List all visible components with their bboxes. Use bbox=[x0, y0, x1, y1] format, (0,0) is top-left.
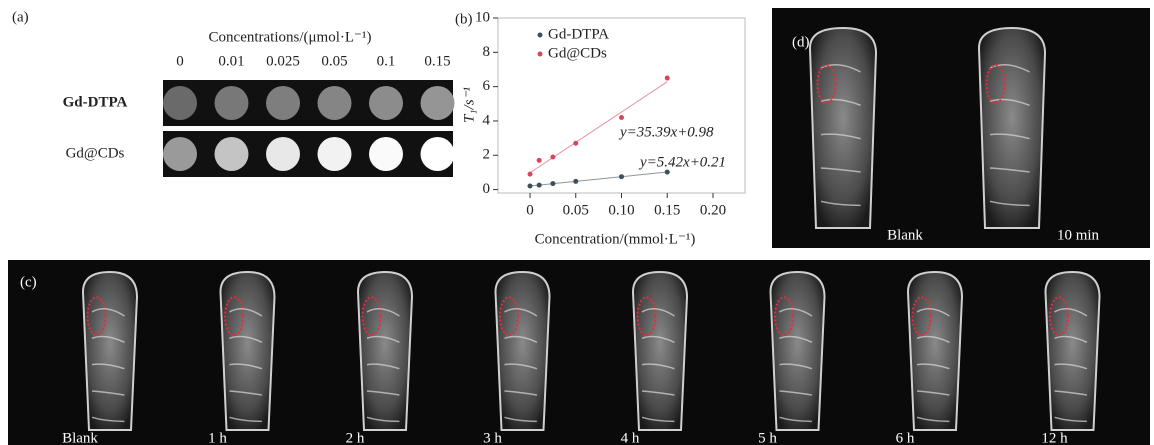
legend-marker bbox=[538, 33, 543, 38]
image-strip bbox=[163, 80, 453, 126]
body-outline bbox=[810, 28, 876, 228]
caption: 4 h bbox=[621, 430, 640, 445]
sample-spot bbox=[266, 86, 300, 120]
body-outline bbox=[221, 272, 275, 430]
mri-slice bbox=[358, 272, 412, 430]
sample-spot bbox=[215, 86, 249, 120]
row-label: Gd-DTPA bbox=[63, 94, 128, 110]
mri-slice bbox=[83, 272, 137, 430]
body-outline bbox=[1046, 272, 1100, 430]
caption: 3 h bbox=[483, 430, 502, 445]
mri-slice bbox=[496, 272, 550, 430]
caption: 10 min bbox=[1057, 227, 1100, 243]
data-point bbox=[665, 170, 670, 175]
y-tick-label: 2 bbox=[483, 147, 491, 163]
conc-label: 0.1 bbox=[377, 53, 396, 69]
x-tick-label: 0 bbox=[526, 202, 534, 218]
legend-marker bbox=[538, 52, 543, 57]
body-outline bbox=[496, 272, 550, 430]
mri-slice bbox=[979, 28, 1045, 228]
data-point bbox=[665, 76, 670, 81]
conc-label: 0.15 bbox=[424, 53, 450, 69]
caption: 1 h bbox=[208, 430, 227, 445]
x-tick-label: 0.05 bbox=[563, 202, 589, 218]
fit-equation: y=5.42x+0.21 bbox=[638, 154, 726, 170]
sample-spot bbox=[318, 137, 352, 171]
caption: 6 h bbox=[896, 430, 915, 445]
legend-label: Gd@CDs bbox=[548, 45, 607, 61]
body-outline bbox=[358, 272, 412, 430]
x-tick-label: 0.15 bbox=[654, 202, 680, 218]
legend-label: Gd-DTPA bbox=[548, 26, 609, 42]
body-outline bbox=[979, 28, 1045, 228]
body-outline bbox=[633, 272, 687, 430]
data-point bbox=[550, 154, 555, 159]
conc-label: 0.05 bbox=[321, 53, 347, 69]
sample-spot bbox=[163, 137, 197, 171]
fit-equation: y=35.39x+0.98 bbox=[618, 124, 714, 140]
data-point bbox=[537, 158, 542, 163]
body-outline bbox=[771, 272, 825, 430]
sample-spot bbox=[318, 86, 352, 120]
mri-slice bbox=[771, 272, 825, 430]
data-point bbox=[528, 172, 533, 177]
body-outline bbox=[908, 272, 962, 430]
x-tick-label: 0.20 bbox=[700, 202, 726, 218]
mri-slice bbox=[1046, 272, 1100, 430]
sample-spot bbox=[266, 137, 300, 171]
sample-spot bbox=[421, 86, 455, 120]
conc-label: 0.025 bbox=[266, 53, 300, 69]
y-tick-label: 10 bbox=[475, 9, 490, 25]
caption: 12 h bbox=[1041, 430, 1068, 445]
panel-label: (d) bbox=[792, 34, 810, 50]
y-tick-label: 6 bbox=[483, 78, 491, 94]
mri-slice bbox=[908, 272, 962, 430]
sample-spot bbox=[369, 86, 403, 120]
data-point bbox=[550, 181, 555, 186]
sample-spot bbox=[215, 137, 249, 171]
panel-label: (a) bbox=[12, 9, 29, 25]
y-tick-label: 4 bbox=[483, 112, 491, 128]
caption: 5 h bbox=[758, 430, 777, 445]
body-outline bbox=[83, 272, 137, 430]
mri-slice bbox=[221, 272, 275, 430]
sample-spot bbox=[163, 86, 197, 120]
conc-label: 0 bbox=[176, 53, 184, 69]
image-strip bbox=[163, 131, 453, 177]
y-tick-label: 8 bbox=[483, 44, 491, 60]
caption: Blank bbox=[62, 430, 98, 445]
sample-spot bbox=[421, 137, 455, 171]
figure: (a) Concentrations/(μmol·L⁻¹) (d) (c) (b… bbox=[0, 0, 1154, 445]
data-point bbox=[573, 141, 578, 146]
caption: 2 h bbox=[346, 430, 365, 445]
mri-panel bbox=[8, 260, 1150, 445]
x-axis-label: Concentration/(mmol·L⁻¹) bbox=[535, 231, 696, 247]
y-tick-label: 0 bbox=[483, 181, 491, 197]
x-tick-label: 0.10 bbox=[608, 202, 634, 218]
data-point bbox=[537, 183, 542, 188]
data-point bbox=[619, 174, 624, 179]
y-axis-label: T₁/s⁻¹ bbox=[461, 87, 477, 123]
mri-slice bbox=[633, 272, 687, 430]
data-point bbox=[619, 115, 624, 120]
data-point bbox=[573, 179, 578, 184]
data-point bbox=[528, 183, 533, 188]
panel-label: (c) bbox=[20, 274, 37, 290]
conc-header: Concentrations/(μmol·L⁻¹) bbox=[209, 29, 372, 45]
caption: Blank bbox=[887, 227, 923, 243]
conc-label: 0.01 bbox=[218, 53, 244, 69]
panel-label: (b) bbox=[455, 11, 473, 27]
mri-slice bbox=[810, 28, 876, 228]
row-label: Gd@CDs bbox=[66, 145, 125, 161]
sample-spot bbox=[369, 137, 403, 171]
